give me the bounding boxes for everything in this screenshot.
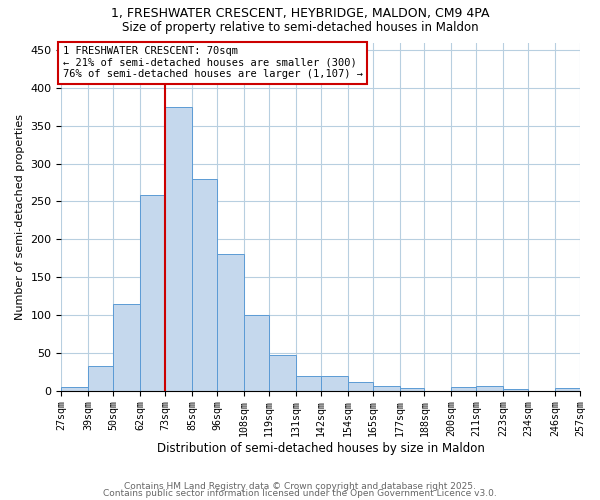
Bar (192, 179, 217, 390)
Bar (476, 386, 503, 390)
Bar (165, 107, 192, 391)
Bar (503, 389, 528, 390)
Bar (244, 315, 269, 390)
Bar (217, 254, 244, 390)
Bar (321, 376, 348, 390)
Bar (348, 382, 373, 390)
X-axis label: Distribution of semi-detached houses by size in Maldon: Distribution of semi-detached houses by … (157, 442, 485, 455)
Text: Size of property relative to semi-detached houses in Maldon: Size of property relative to semi-detach… (122, 21, 478, 34)
Bar (88, 366, 113, 390)
Bar (61, 387, 88, 390)
Bar (555, 388, 580, 390)
Bar (400, 388, 424, 390)
Bar (296, 376, 321, 390)
Text: Contains HM Land Registry data © Crown copyright and database right 2025.: Contains HM Land Registry data © Crown c… (124, 482, 476, 491)
Text: Contains public sector information licensed under the Open Government Licence v3: Contains public sector information licen… (103, 490, 497, 498)
Bar (269, 355, 296, 390)
Bar (373, 386, 400, 390)
Text: 1, FRESHWATER CRESCENT, HEYBRIDGE, MALDON, CM9 4PA: 1, FRESHWATER CRESCENT, HEYBRIDGE, MALDO… (111, 8, 489, 20)
Text: 1 FRESHWATER CRESCENT: 70sqm
← 21% of semi-detached houses are smaller (300)
76%: 1 FRESHWATER CRESCENT: 70sqm ← 21% of se… (62, 46, 362, 80)
Bar (113, 304, 140, 390)
Bar (451, 387, 476, 390)
Bar (140, 196, 165, 390)
Y-axis label: Number of semi-detached properties: Number of semi-detached properties (15, 114, 25, 320)
